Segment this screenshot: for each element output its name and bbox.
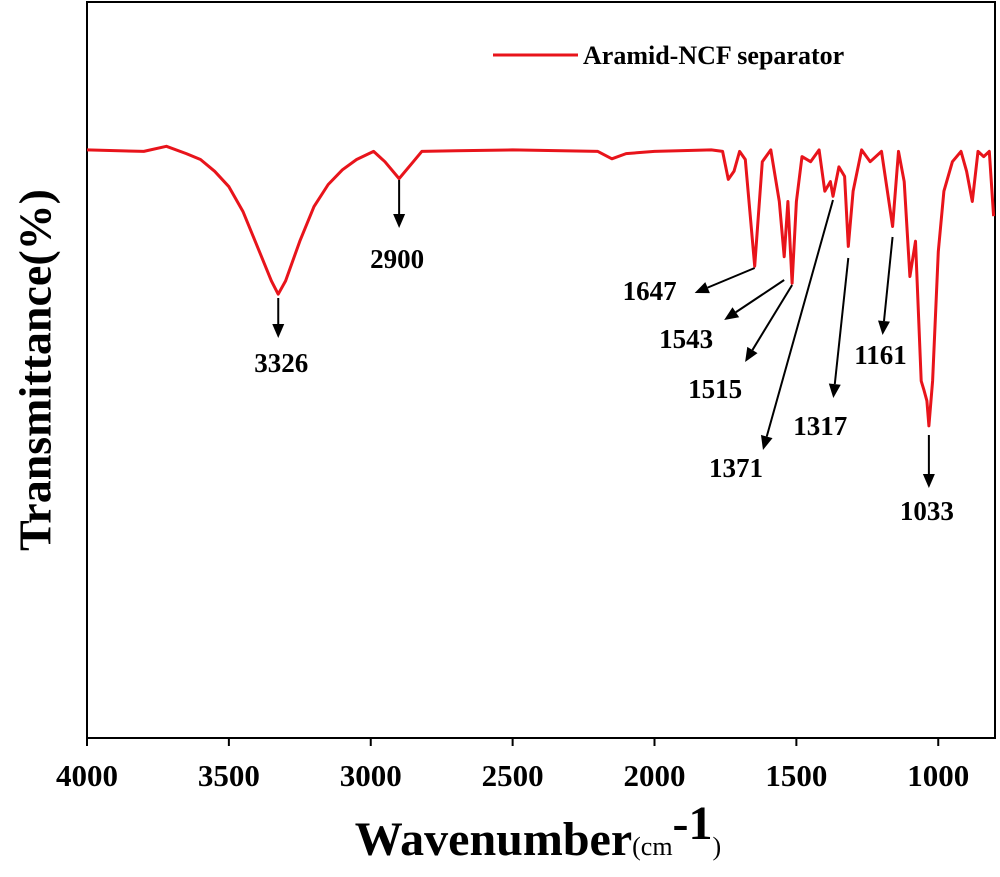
x-axis-title-exp: -1 bbox=[673, 797, 713, 850]
peak-arrow bbox=[765, 199, 834, 437]
peak-arrowhead bbox=[745, 346, 758, 362]
peak-arrowhead bbox=[760, 434, 773, 450]
x-tick-label: 2000 bbox=[624, 758, 686, 793]
peak-arrowhead bbox=[828, 383, 841, 398]
peak-label: 1033 bbox=[900, 496, 954, 526]
peak-arrow bbox=[735, 279, 785, 314]
plot-frame bbox=[86, 1, 996, 739]
peak-label: 1515 bbox=[688, 374, 742, 404]
x-tick-label: 4000 bbox=[56, 758, 118, 793]
peak-arrowhead bbox=[272, 324, 285, 338]
peak-arrowhead bbox=[878, 320, 890, 335]
x-tick-label: 3000 bbox=[340, 758, 402, 793]
peak-label: 1371 bbox=[709, 453, 763, 483]
x-tick-label: 2500 bbox=[482, 758, 544, 793]
peak-arrowhead bbox=[922, 474, 935, 488]
peak-arrow bbox=[882, 236, 894, 322]
peak-arrowhead bbox=[694, 282, 710, 294]
peak-arrowhead bbox=[393, 214, 406, 228]
peak-label: 1161 bbox=[854, 340, 907, 370]
peak-label: 1317 bbox=[793, 411, 847, 441]
x-tick-label: 1000 bbox=[907, 758, 969, 793]
peak-label: 1543 bbox=[659, 324, 713, 354]
peak-label: 2900 bbox=[370, 244, 424, 274]
peak-arrow bbox=[833, 257, 850, 385]
x-axis-title-unit: (cm bbox=[632, 832, 672, 861]
y-axis-title: Transmittance(%) bbox=[10, 189, 61, 551]
spectrum-line bbox=[86, 144, 996, 428]
peak-arrowhead bbox=[724, 307, 740, 320]
peak-label: 3326 bbox=[254, 348, 308, 378]
x-axis-title-close: ) bbox=[713, 832, 722, 861]
x-axis-title: Wavenumber(cm-1) bbox=[355, 797, 721, 866]
peak-label: 1647 bbox=[623, 276, 677, 306]
peak-arrow bbox=[707, 267, 756, 289]
peak-arrow bbox=[751, 284, 793, 351]
x-tick-label: 3500 bbox=[198, 758, 260, 793]
x-tick-label: 1500 bbox=[765, 758, 827, 793]
legend-label: Aramid-NCF separator bbox=[583, 41, 844, 70]
x-axis-title-main: Wavenumber bbox=[355, 813, 632, 866]
